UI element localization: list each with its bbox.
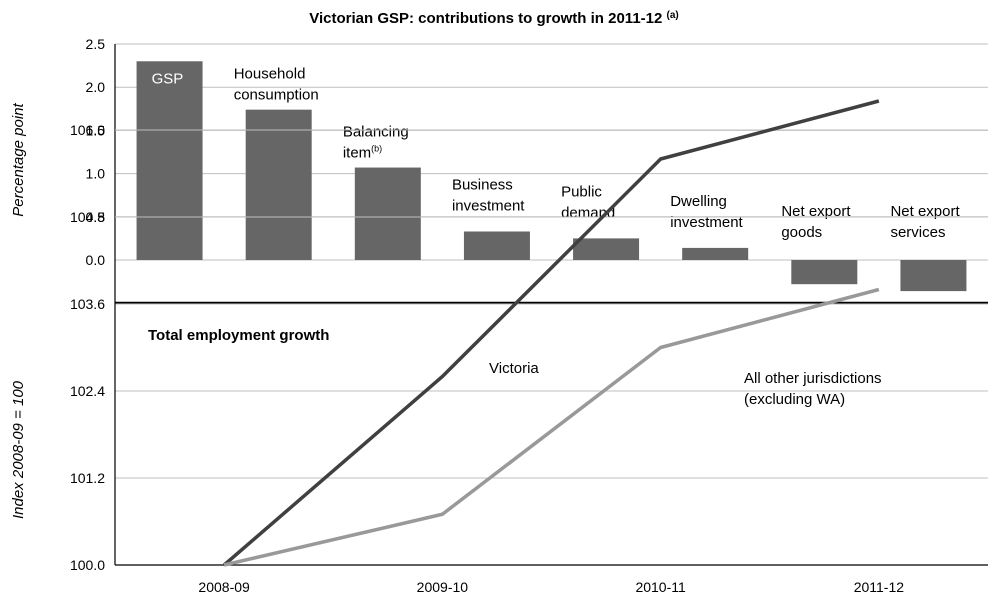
bar-label-line: Balancing — [343, 124, 409, 141]
y-tick-label: 2.0 — [86, 79, 106, 95]
bar — [573, 238, 640, 260]
y-axis-label: Index 2008-09 = 100 — [10, 380, 27, 519]
bar-label-line: Household — [234, 66, 306, 83]
employment-line-panel: 106.0 104.8 103.6 102.4 101.2 100.0 Index 2008… — [10, 99, 988, 595]
y-tick-label: 103.6 — [70, 296, 105, 312]
bar-label: Balancing item(b) — [343, 124, 409, 162]
series-line — [222, 99, 880, 567]
x-tick-label: 2009-10 — [417, 579, 469, 595]
bar-label-line: item — [343, 145, 371, 162]
y-tick-label: 1.5 — [86, 122, 106, 138]
gsp-bar-panel: 2.5 2.0 1.5 1.0 0.5 0.0 Percentage point GSP Hou… — [10, 36, 988, 303]
y-tick-label: 0.5 — [86, 209, 106, 225]
y-tick-label: 104.8 — [70, 209, 105, 225]
panel-title: Total employment growth — [148, 327, 329, 344]
series-label-line: All other jurisdictions — [744, 370, 882, 387]
series-label: All other jurisdictions (excluding WA) — [744, 370, 882, 408]
y-tick-label: 106.0 — [70, 122, 105, 138]
bar-label-line: goods — [781, 224, 822, 241]
bar-label-line: consumption — [234, 87, 319, 104]
series-label: Victoria — [489, 360, 539, 377]
bar — [136, 61, 203, 260]
y-tick-label: 2.5 — [86, 36, 106, 52]
bar — [900, 260, 967, 292]
y-axis-label: Percentage point — [10, 102, 27, 216]
bar — [245, 109, 312, 260]
bar — [682, 247, 749, 260]
bar-label: Net export goods — [781, 203, 851, 241]
y-tick-label: 0.0 — [86, 252, 106, 268]
y-tick-label: 102.4 — [70, 383, 105, 399]
bar-label-line: GSP — [152, 70, 184, 87]
series-label-line: (excluding WA) — [744, 391, 845, 408]
bar-label-line: services — [890, 224, 945, 241]
bar-label-line: investment — [452, 197, 525, 214]
bar-label-line: Net export — [890, 203, 960, 220]
bar-label-line: Public — [561, 183, 602, 200]
bar-label: Net export services — [890, 203, 960, 241]
bar-label: Dwelling investment — [670, 193, 743, 231]
y-tick-label: 100.0 — [70, 557, 105, 573]
bar-label-line: Net export — [781, 203, 851, 220]
bar-label: GSP — [152, 70, 184, 87]
bar — [791, 260, 858, 285]
bar — [354, 167, 421, 260]
chart-title: Victorian GSP: contributions to growth i… — [309, 10, 679, 27]
bar-label-line: investment — [670, 214, 743, 231]
bar-label: Business investment — [452, 176, 525, 214]
series-label-line: Victoria — [489, 360, 539, 377]
x-tick-label: 2011-12 — [854, 579, 905, 595]
bar-label: Household consumption — [234, 66, 319, 104]
x-tick-label: 2010-11 — [635, 579, 686, 595]
bar-label-line: Dwelling — [670, 193, 727, 210]
y-tick-label: 101.2 — [70, 470, 105, 486]
bar-label-line: Business — [452, 176, 513, 193]
y-tick-label: 1.0 — [86, 166, 106, 182]
x-tick-label: 2008-09 — [198, 579, 250, 595]
bar-label: Public demand — [561, 183, 615, 221]
bar — [463, 231, 530, 260]
bar-label-note: (b) — [371, 144, 382, 154]
series-line — [223, 287, 880, 567]
